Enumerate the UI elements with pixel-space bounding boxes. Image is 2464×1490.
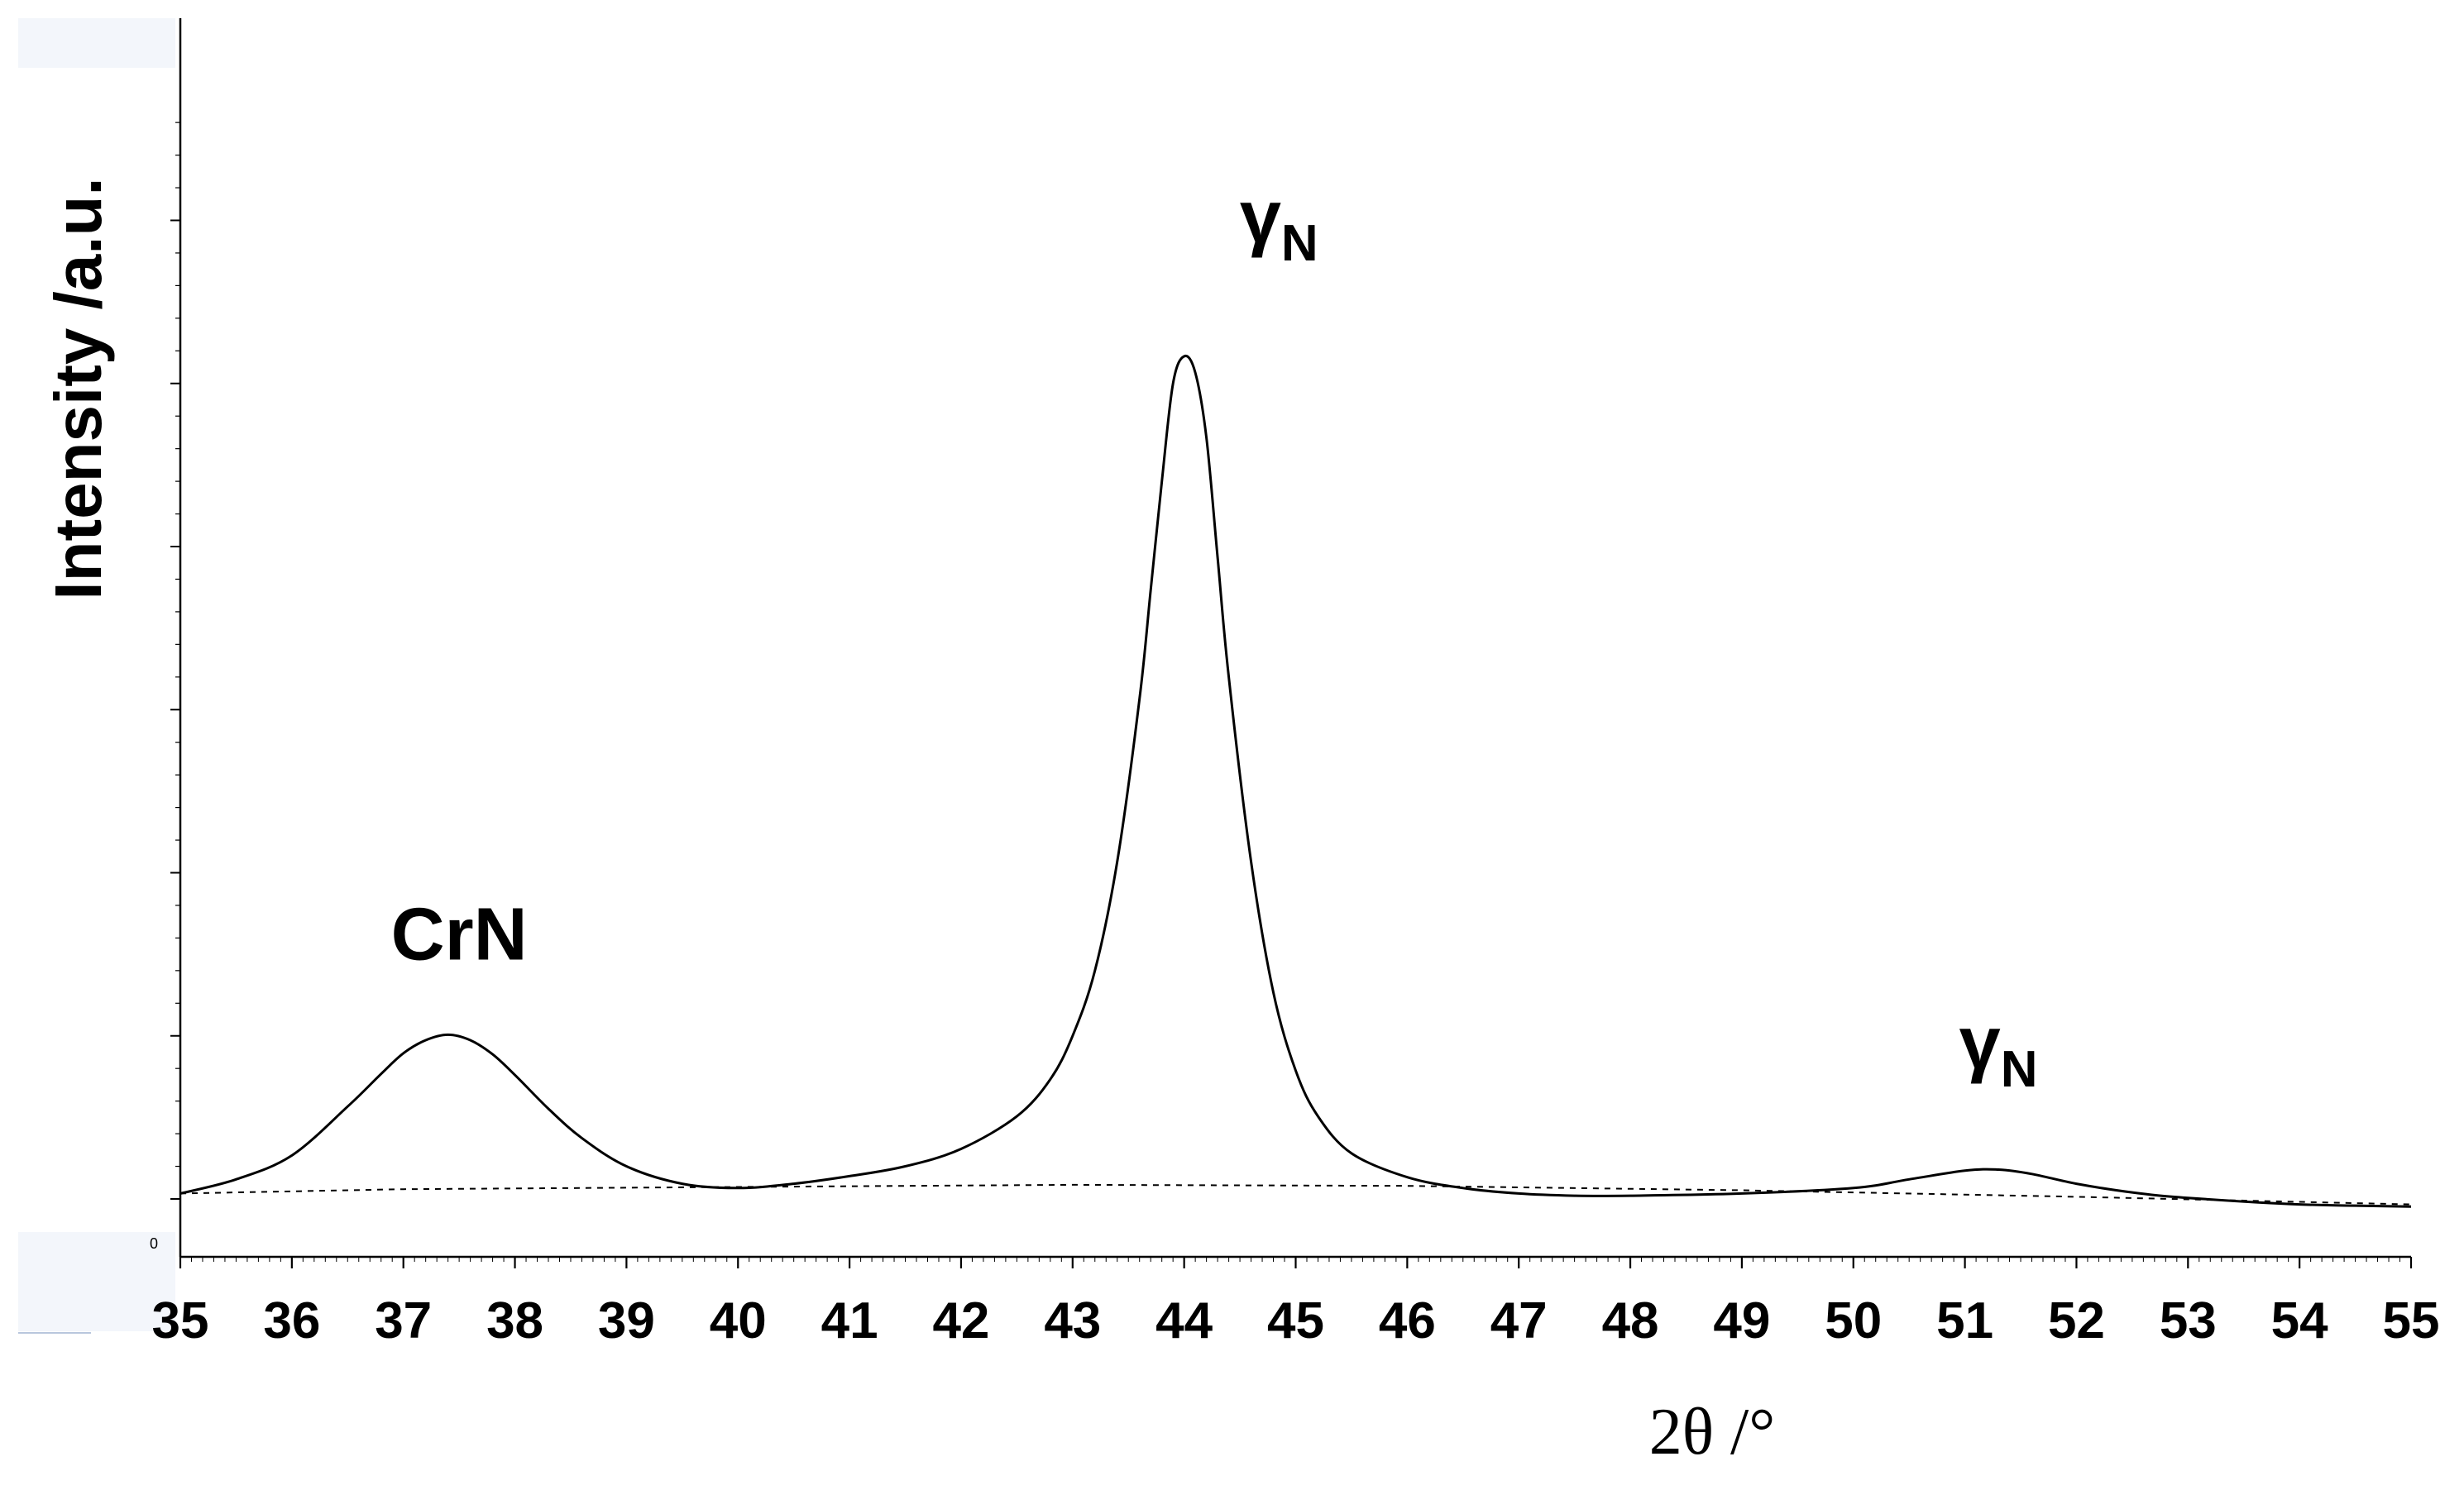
x-tick-label: 52 xyxy=(2048,1292,2105,1349)
labels-layer: 35 36 37 38 39 40 41 42 43 44 45 46 47 48 49 50 51 52 53 54… xyxy=(41,176,2439,1469)
x-tick-label: 44 xyxy=(1155,1292,1213,1349)
x-tick-label: 53 xyxy=(2160,1292,2217,1349)
x-tick-label: 51 xyxy=(1936,1292,1993,1349)
series-layer xyxy=(179,354,2412,1208)
peak-annotation-subscript: N xyxy=(1281,215,1318,272)
x-tick-label: 48 xyxy=(1602,1292,1659,1349)
x-tick-label: 54 xyxy=(2271,1292,2328,1349)
x-tick-label: 46 xyxy=(1379,1292,1436,1349)
peak-annotation: γN xyxy=(1959,1002,2038,1098)
background-panel xyxy=(18,18,175,68)
x-tick-label: 43 xyxy=(1044,1292,1101,1349)
x-tick-label: 55 xyxy=(2383,1292,2440,1349)
peak-annotation: γN xyxy=(1240,176,1318,272)
x-axis-label: 2θ /° xyxy=(1649,1396,1776,1469)
diffraction-curve xyxy=(179,354,2412,1208)
x-tick-label: 39 xyxy=(598,1292,655,1349)
peak-annotation: CrN xyxy=(391,894,528,977)
x-tick-label: 37 xyxy=(375,1292,432,1349)
background-panel xyxy=(18,1232,175,1331)
peak-annotation-subscript: N xyxy=(2001,1041,2038,1098)
origin-label: 0 xyxy=(150,1235,158,1252)
y-axis-label: Intensity /a.u. xyxy=(41,177,115,599)
x-tick-label: 49 xyxy=(1713,1292,1770,1349)
background-line xyxy=(179,1183,2412,1206)
x-tick-label: 45 xyxy=(1267,1292,1324,1349)
x-tick-label: 41 xyxy=(821,1292,878,1349)
x-tick-label: 38 xyxy=(486,1292,543,1349)
x-tick-label: 36 xyxy=(263,1292,320,1349)
x-tick-label: 35 xyxy=(152,1292,209,1349)
x-tick-label: 40 xyxy=(710,1292,767,1349)
x-tick-label: 42 xyxy=(932,1292,989,1349)
x-tick-label: 47 xyxy=(1490,1292,1548,1349)
x-tick-label: 50 xyxy=(1825,1292,1882,1349)
axes xyxy=(18,18,2413,1334)
